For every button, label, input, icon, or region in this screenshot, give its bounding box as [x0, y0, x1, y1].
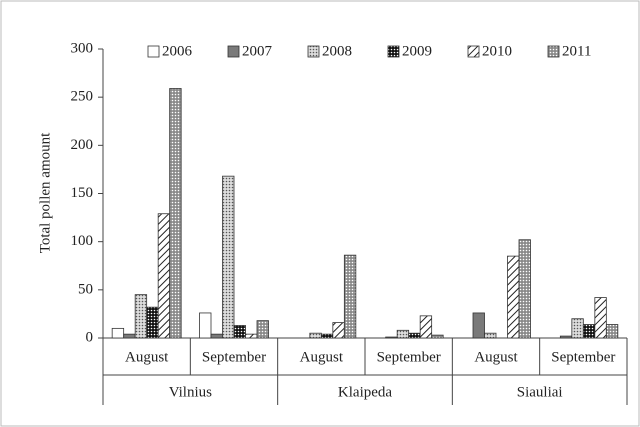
bar — [408, 332, 421, 339]
bar — [169, 88, 182, 339]
y-tick-label: 50 — [78, 281, 93, 297]
bar — [111, 327, 125, 339]
bar — [507, 255, 520, 339]
x-tick-label: August — [125, 349, 169, 365]
legend-swatch — [547, 45, 560, 58]
legend-swatch — [227, 45, 240, 58]
bar — [385, 336, 398, 339]
bar — [472, 312, 485, 339]
bar — [582, 324, 596, 339]
legend-swatch — [467, 45, 480, 58]
bar — [222, 175, 235, 339]
y-axis-label: Total pollen amount — [37, 132, 53, 253]
bar — [210, 333, 223, 339]
legend-label: 2009 — [402, 43, 432, 59]
y-tick-label: 150 — [71, 185, 94, 201]
bar — [332, 322, 345, 339]
legend-label: 2006 — [162, 43, 193, 59]
bar — [233, 325, 246, 339]
x-tick-label: September — [202, 349, 266, 365]
legend-label: 2007 — [242, 43, 273, 59]
bar — [320, 333, 334, 339]
bar — [146, 306, 159, 339]
legend-swatch — [387, 45, 400, 58]
bar — [245, 333, 258, 339]
bar — [309, 332, 322, 339]
y-tick-label: 250 — [71, 89, 94, 105]
group-label: Vilnius — [169, 384, 212, 400]
legend-label: 2008 — [322, 43, 352, 59]
y-tick-label: 300 — [71, 40, 94, 56]
y-tick-label: 200 — [71, 137, 94, 153]
x-tick-label: August — [474, 349, 518, 365]
group-label: Siauliai — [517, 384, 563, 400]
bar — [484, 332, 497, 339]
x-tick-label: September — [377, 349, 441, 365]
bar — [396, 329, 410, 339]
bar — [157, 213, 171, 339]
bar — [559, 335, 573, 339]
bar — [605, 324, 619, 339]
legend-label: 2010 — [482, 43, 512, 59]
y-tick-label: 100 — [71, 233, 94, 249]
legend-label: 2011 — [562, 43, 591, 59]
bar — [256, 320, 269, 339]
bar — [571, 318, 584, 339]
bar — [134, 294, 148, 339]
bar — [431, 334, 444, 339]
bar — [518, 239, 531, 339]
y-tick-label: 0 — [86, 329, 94, 345]
legend-swatch — [307, 45, 320, 58]
legend-swatch — [147, 45, 160, 58]
bar — [199, 312, 212, 339]
x-tick-label: September — [551, 349, 615, 365]
bar — [123, 333, 136, 339]
x-tick-label: August — [300, 349, 344, 365]
bar — [419, 315, 433, 339]
group-label: Klaipeda — [338, 384, 392, 400]
bar — [594, 297, 607, 339]
bar — [343, 254, 357, 339]
